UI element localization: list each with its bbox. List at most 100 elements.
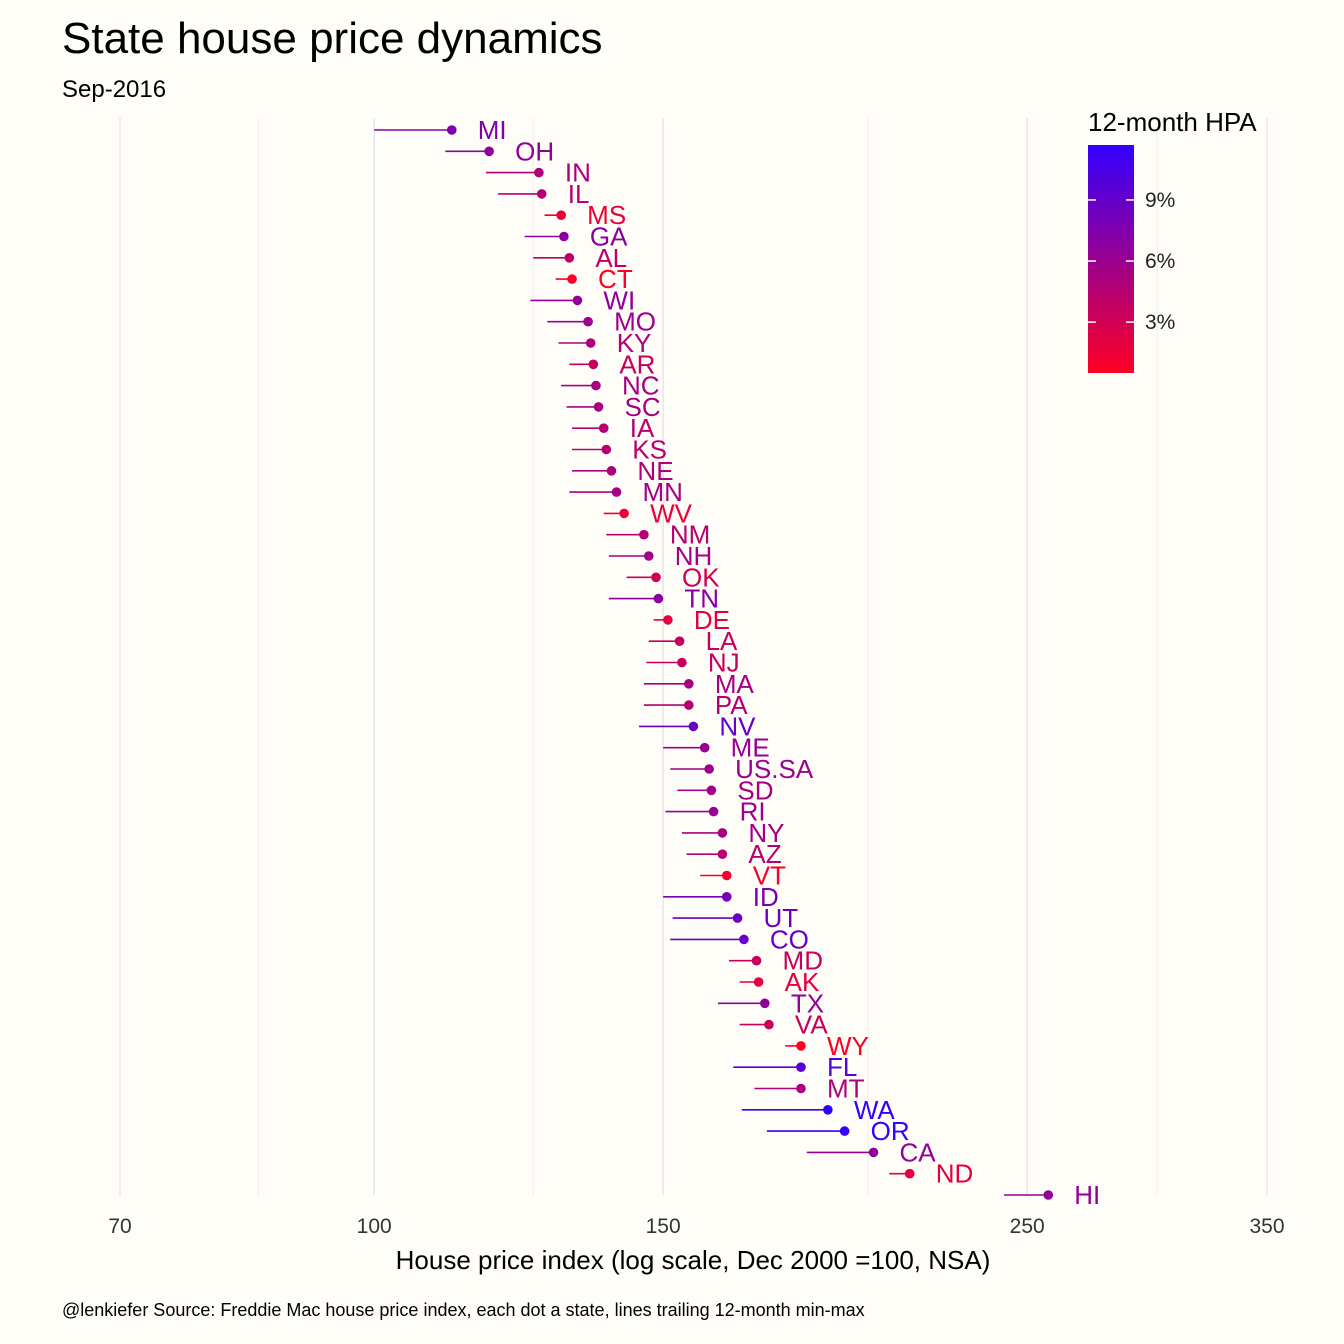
legend-tick-label: 3% [1145,311,1175,334]
state-label: VT [753,861,786,891]
state-label: AK [785,967,820,997]
chart-caption: @lenkiefer Source: Freddie Mac house pri… [62,1300,865,1320]
data-point [583,316,593,327]
data-point [585,338,596,348]
state-label: ID [753,882,779,912]
x-tick-label: 250 [1010,1215,1045,1238]
state-label: LA [706,626,738,656]
data-point [534,167,544,178]
state-label: MA [715,669,755,699]
data-point [717,828,728,838]
data-point [598,423,609,434]
data-point [688,721,699,732]
data-point [567,274,577,284]
data-point [556,210,566,220]
state-label: CT [598,264,633,294]
data-point [717,849,728,859]
data-point [732,913,743,923]
state-label: NH [675,541,713,571]
state-label: NY [748,818,784,848]
data-point [684,700,694,710]
data-marks: MI OH INILMSGAALCTWIMOKYARNCSCIAKSNEMNWVNM… [374,115,1100,1210]
state-label: NV [719,711,756,741]
x-tick-label: 350 [1249,1215,1284,1238]
data-point [593,402,604,412]
x-tick-label: 100 [357,1215,392,1238]
state-label: MO [614,307,656,337]
state-label: AL [595,243,627,273]
state-label: MN [643,477,683,507]
data-point [823,1105,833,1115]
state-label: NE [637,456,673,486]
state-label: MT [827,1074,865,1104]
state-label: US.SA [735,754,814,784]
data-point [446,125,457,135]
x-axis-title: House price index (log scale, Dec 2000 =… [396,1245,991,1275]
legend-tick-label: 6% [1145,250,1175,273]
state-label: AR [619,349,655,379]
state-label: GA [590,222,628,252]
legend-colorbar [1088,145,1134,373]
data-point [708,806,719,817]
data-point [1043,1190,1054,1200]
data-point [751,955,762,966]
data-point [796,1083,806,1094]
data-point [684,679,694,689]
state-label: PA [715,690,748,720]
legend-tick-label: 9% [1145,189,1175,212]
state-label: OR [871,1116,910,1146]
legend-title: 12-month HPA [1088,107,1257,137]
data-point [559,231,569,242]
x-tick-label: 150 [646,1215,681,1238]
data-point [663,615,673,625]
state-label: ND [936,1159,974,1189]
state-label: DE [694,605,730,635]
state-label: HI [1074,1180,1100,1210]
state-label: TX [791,988,824,1018]
data-point [606,466,617,476]
state-label: NJ [708,648,740,678]
data-point [588,359,599,370]
legend: 12-month HPA 3% 6% 9% [1088,107,1257,373]
state-label: CO [770,924,809,954]
state-label: MD [783,946,823,976]
data-point [484,146,494,157]
state-label: CA [900,1137,937,1167]
data-point [706,785,717,796]
chart-title: State house price dynamics [62,14,603,63]
x-axis: 70 100 150 250 350 [108,1215,1284,1238]
state-label: MI [478,115,507,145]
state-label: KY [617,328,652,358]
state-label: IN [565,158,591,188]
data-point [591,380,601,391]
state-label: VA [795,1010,828,1040]
state-label: OK [682,562,720,592]
data-point [721,892,732,902]
data-point [651,572,661,583]
state-label: NC [622,371,660,401]
state-label: SC [625,392,661,422]
data-point [643,551,654,561]
state-label: ME [731,733,770,763]
state-label: TN [684,584,719,614]
state-label: WV [650,498,693,528]
data-point [653,593,664,604]
state-label: FL [827,1052,857,1082]
data-point [572,295,583,306]
data-point [699,742,710,753]
state-label: IA [630,413,655,443]
state-label: KS [632,435,667,465]
state-label: SD [737,775,773,805]
x-tick-label: 70 [108,1215,131,1238]
data-point [904,1168,915,1179]
data-point [721,870,732,881]
data-point [619,508,629,519]
data-point [760,998,770,1009]
data-point [639,529,649,540]
data-point [674,636,685,646]
data-point [564,252,575,263]
state-label: OH [515,136,554,166]
state-label: MS [587,200,626,230]
data-point [739,934,749,945]
